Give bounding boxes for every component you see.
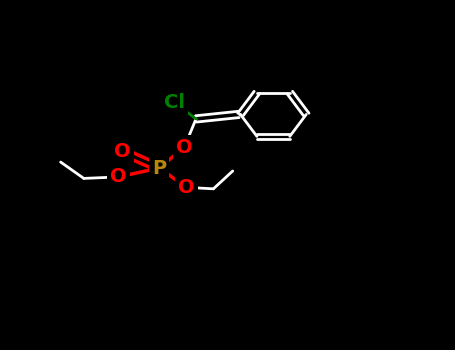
Text: P: P <box>152 159 167 177</box>
Text: O: O <box>178 178 195 197</box>
Text: O: O <box>114 142 131 161</box>
Text: Cl: Cl <box>164 93 185 112</box>
Text: O: O <box>110 167 127 187</box>
Text: O: O <box>176 138 193 157</box>
